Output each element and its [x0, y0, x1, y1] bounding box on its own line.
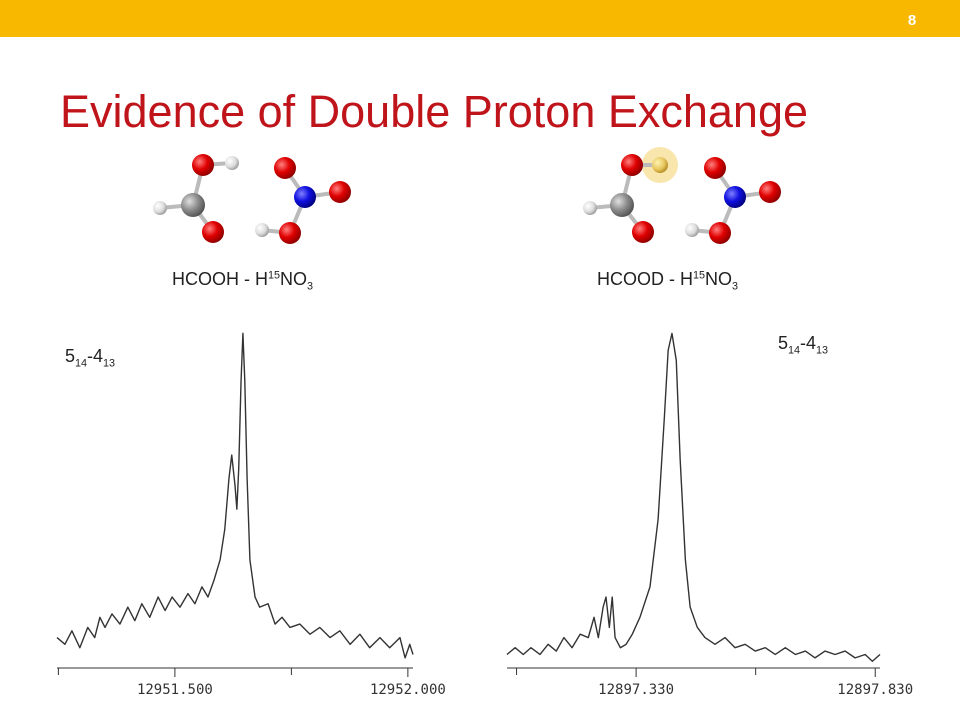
x-tick-label: 12897.830: [837, 682, 913, 698]
molecule-label-part: HCOOD - H: [597, 269, 693, 289]
molecule-label-part: 15: [268, 270, 280, 282]
transition-label-part: -4: [87, 346, 103, 366]
molecule-label-part: 3: [732, 281, 738, 293]
molecule-label: HCOOH - H15NO3: [172, 269, 313, 293]
transition-label-part: 5: [778, 333, 788, 353]
header-bar: [0, 0, 960, 37]
slide-title: Evidence of Double Proton Exchange: [60, 86, 808, 137]
molecule-label-part: NO: [705, 269, 732, 289]
transition-label-part: 13: [103, 358, 115, 370]
transition-label-part: -4: [800, 333, 816, 353]
molecule-label-part: 3: [307, 281, 313, 293]
spectrum-line: [56, 332, 414, 659]
molecule-label: HCOOD - H15NO3: [597, 269, 738, 293]
x-tick-label: 12951.500: [137, 682, 213, 698]
transition-label-part: 5: [65, 346, 75, 366]
x-tick-label: 12897.330: [598, 682, 674, 698]
molecule-label-part: 15: [693, 270, 705, 282]
molecule-label-part: NO: [280, 269, 307, 289]
spectrum-line: [506, 332, 881, 662]
molecule-label-part: HCOOH - H: [172, 269, 268, 289]
transition-label-part: 13: [816, 345, 828, 357]
transition-label: 514-413: [778, 333, 828, 357]
slide-number: 8: [908, 12, 916, 29]
molecule-right: [583, 147, 781, 244]
transition-label-part: 14: [788, 345, 800, 357]
molecule-left: [153, 154, 351, 244]
transition-label-part: 14: [75, 358, 87, 370]
x-tick-label: 12952.000: [370, 682, 446, 698]
transition-label: 514-413: [65, 346, 115, 370]
